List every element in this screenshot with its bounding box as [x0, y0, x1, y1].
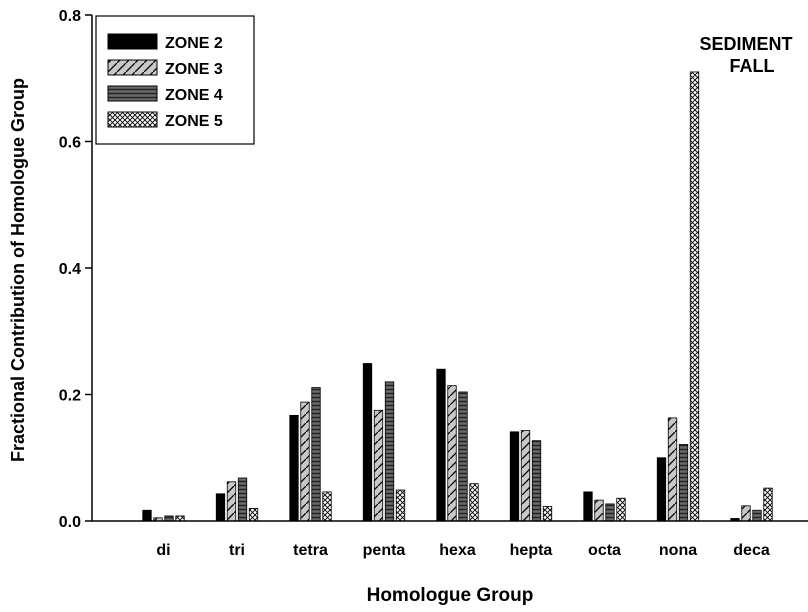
- bar: [447, 385, 457, 522]
- bar: [289, 414, 299, 522]
- bar: [752, 509, 762, 522]
- legend-swatch: [107, 59, 158, 76]
- bar: [215, 493, 226, 522]
- x-tick-label: tri: [229, 542, 245, 559]
- bar: [311, 387, 321, 522]
- bar: [175, 515, 185, 522]
- bar: [542, 506, 553, 522]
- x-tick-label: tetra: [293, 542, 328, 559]
- x-tick-label: di: [156, 542, 170, 559]
- bar: [362, 363, 373, 522]
- bar: [605, 503, 615, 522]
- y-tick-label: 0.4: [59, 261, 81, 278]
- y-ticks: 0.0 0.2 0.4 0.6 0.8: [59, 8, 92, 531]
- legend: ZONE 2 ZONE 3 ZONE 4 ZONE 5: [95, 15, 255, 145]
- legend-label: ZONE 5: [165, 113, 223, 130]
- bar: [531, 440, 542, 522]
- bar: [300, 401, 310, 522]
- bar: [741, 505, 751, 522]
- bar: [583, 491, 593, 522]
- bar: [656, 457, 667, 522]
- bar: [520, 430, 531, 522]
- x-tick-label: hepta: [510, 542, 553, 559]
- bar: [142, 509, 152, 522]
- y-tick-label: 0.2: [59, 388, 81, 405]
- bar: [164, 515, 174, 522]
- bar: [594, 499, 604, 522]
- bar: [458, 391, 468, 522]
- bar: [678, 444, 689, 522]
- bar: [763, 487, 773, 522]
- y-tick-label: 0.8: [59, 8, 81, 25]
- bar: [384, 381, 395, 522]
- legend-swatch: [107, 111, 158, 128]
- bar: [248, 507, 259, 522]
- bar: [616, 497, 626, 522]
- annotation-line-2: FALL: [730, 56, 775, 76]
- x-tick-label: penta: [363, 542, 406, 559]
- legend-label: ZONE 4: [165, 87, 223, 104]
- bar: [436, 368, 446, 522]
- y-axis-label: Fractional Contribution of Homologue Gro…: [8, 78, 28, 462]
- x-tick-label: hexa: [439, 542, 476, 559]
- legend-swatch: [107, 33, 158, 50]
- legend-swatch: [107, 85, 158, 102]
- y-tick-label: 0.6: [59, 135, 81, 152]
- bar: [395, 489, 406, 522]
- bar: [509, 431, 520, 522]
- x-tick-label: octa: [588, 542, 621, 559]
- x-ticks: di tri tetra penta hexa hepta octa nona deca: [156, 542, 769, 559]
- bars: [142, 71, 773, 522]
- bar: [469, 483, 479, 522]
- annotation-line-1: SEDIMENT: [699, 34, 792, 54]
- bar: [226, 481, 237, 522]
- y-tick-label: 0.0: [59, 514, 81, 531]
- legend-label: ZONE 3: [165, 61, 223, 78]
- bar: [373, 409, 384, 522]
- bar: [322, 491, 332, 522]
- x-tick-label: deca: [733, 542, 770, 559]
- x-tick-label: nona: [659, 542, 697, 559]
- bar: [237, 477, 248, 522]
- x-axis-label: Homologue Group: [367, 585, 534, 606]
- bar: [667, 417, 678, 522]
- legend-label: ZONE 2: [165, 35, 223, 52]
- bar: [689, 71, 700, 522]
